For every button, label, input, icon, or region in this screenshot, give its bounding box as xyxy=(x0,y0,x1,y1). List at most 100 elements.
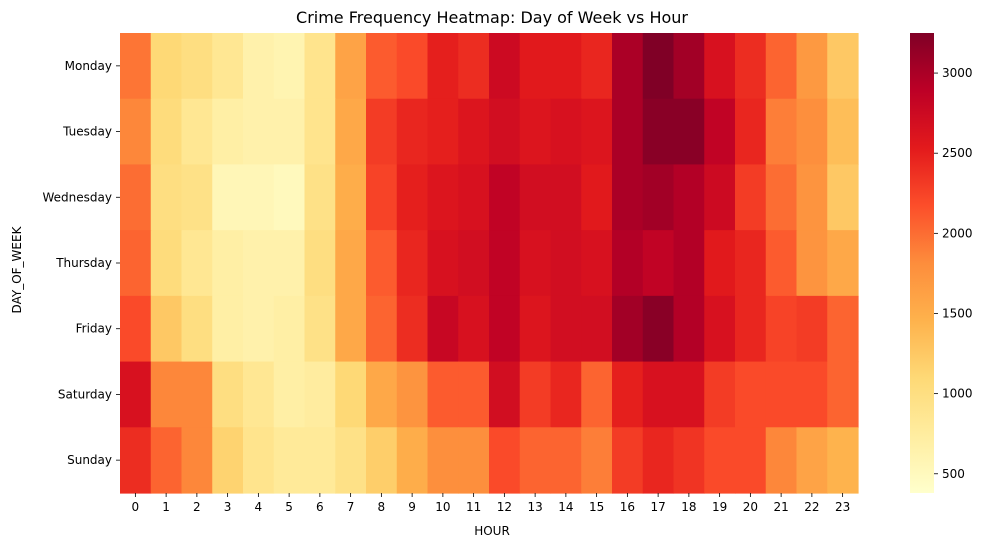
heatmap-cell xyxy=(120,427,152,494)
y-tick-label: Friday xyxy=(76,322,112,336)
heatmap-cell xyxy=(642,427,675,494)
y-tick-label: Tuesday xyxy=(62,125,112,139)
x-tick-label: 7 xyxy=(347,500,355,514)
heatmap-cell xyxy=(704,361,736,428)
heatmap-cell xyxy=(735,230,767,297)
heatmap-cell xyxy=(335,230,367,297)
heatmap-cell xyxy=(489,295,521,363)
heatmap-cell xyxy=(120,164,152,231)
heatmap-cell xyxy=(735,98,767,166)
heatmap-cell xyxy=(489,230,521,297)
heatmap-cell xyxy=(519,427,552,494)
heatmap-cell xyxy=(427,33,459,100)
heatmap-cell xyxy=(735,164,767,231)
heatmap-cell xyxy=(581,230,613,297)
colorbar-tick-label: 3000 xyxy=(942,66,973,80)
heatmap-cell xyxy=(550,361,582,428)
heatmap-cell xyxy=(366,230,398,297)
heatmap-cell xyxy=(673,361,705,428)
heatmap-cell xyxy=(519,295,552,363)
heatmap-cell xyxy=(212,98,244,166)
heatmap-cell xyxy=(704,295,736,363)
heatmap-cell xyxy=(243,98,275,166)
heatmap-cell xyxy=(181,295,213,363)
heatmap-cell xyxy=(673,98,705,166)
heatmap-cell xyxy=(796,33,828,100)
heatmap-cell xyxy=(427,427,459,494)
heatmap-cell xyxy=(427,230,459,297)
heatmap-cell xyxy=(181,33,213,100)
colorbar-gradient xyxy=(910,33,934,493)
heatmap-cell xyxy=(458,361,490,428)
heatmap-cell xyxy=(243,361,275,428)
heatmap-cell xyxy=(120,361,152,428)
heatmap-cell xyxy=(243,295,275,363)
heatmap-cell xyxy=(181,361,213,428)
heatmap-cell xyxy=(212,361,244,428)
heatmap-cell xyxy=(581,427,613,494)
heatmap-cell xyxy=(550,33,582,100)
x-tick-label: 2 xyxy=(193,500,201,514)
colorbar-tick-label: 1000 xyxy=(942,387,973,401)
x-tick-label: 5 xyxy=(285,500,293,514)
heatmap-cell xyxy=(550,295,582,363)
y-tick-label: Saturday xyxy=(58,387,112,401)
heatmap-cell xyxy=(458,427,490,494)
heatmap-cell xyxy=(427,361,459,428)
heatmap-cell xyxy=(120,98,152,166)
heatmap-cell xyxy=(304,164,336,231)
heatmap-cell xyxy=(212,295,244,363)
heatmap-cell xyxy=(396,164,429,231)
heatmap-cell xyxy=(550,164,582,231)
heatmap-cell xyxy=(396,295,429,363)
chart-title: Crime Frequency Heatmap: Day of Week vs … xyxy=(296,8,688,27)
heatmap-cell xyxy=(366,427,398,494)
x-axis: 0 1 2 3 4 5 6 7 8 9 10 11 12 13 14 15 16 17 18 19 20 21 22 23 xyxy=(132,493,850,514)
x-tick-label: 15 xyxy=(589,500,604,514)
heatmap-cell xyxy=(827,230,859,297)
heatmap-cell xyxy=(673,427,705,494)
x-tick-label: 9 xyxy=(408,500,416,514)
x-tick-label: 12 xyxy=(497,500,512,514)
heatmap-cell xyxy=(273,33,306,100)
heatmap-cell xyxy=(612,427,644,494)
heatmap-cell xyxy=(273,230,306,297)
heatmap-cell xyxy=(673,164,705,231)
heatmap-cell xyxy=(335,98,367,166)
heatmap-cell xyxy=(796,164,828,231)
heatmap-cell xyxy=(212,230,244,297)
heatmap-cell xyxy=(396,427,429,494)
y-axis: Monday Tuesday Wednesday Thursday Friday Satu… xyxy=(43,59,120,467)
heatmap-cell xyxy=(243,164,275,231)
heatmap-cell xyxy=(212,427,244,494)
heatmap-cell xyxy=(642,98,675,166)
y-tick-label: Sunday xyxy=(67,453,112,467)
heatmap-cell xyxy=(396,361,429,428)
y-axis-label: DAY_OF_WEEK xyxy=(10,225,24,313)
heatmap-cell xyxy=(581,295,613,363)
heatmap-cell xyxy=(642,164,675,231)
heatmap-cell xyxy=(489,33,521,100)
x-tick-label: 22 xyxy=(804,500,819,514)
heatmap-cell xyxy=(396,98,429,166)
heatmap-cell xyxy=(273,164,306,231)
x-axis-label: HOUR xyxy=(474,524,510,538)
heatmap-cell xyxy=(642,230,675,297)
heatmap-cell xyxy=(181,427,213,494)
heatmap-cell xyxy=(304,230,336,297)
heatmap-cell xyxy=(519,230,552,297)
heatmap-cell xyxy=(489,361,521,428)
heatmap-cell xyxy=(304,33,336,100)
heatmap-cell xyxy=(150,361,183,428)
heatmap-cell xyxy=(212,33,244,100)
heatmap-cell xyxy=(550,427,582,494)
heatmap-cell xyxy=(243,33,275,100)
heatmap-cell xyxy=(396,230,429,297)
heatmap-cell xyxy=(735,361,767,428)
x-tick-label: 23 xyxy=(835,500,850,514)
x-tick-label: 11 xyxy=(466,500,481,514)
heatmap-cell xyxy=(735,33,767,100)
heatmap-cell xyxy=(765,98,798,166)
heatmap-cell xyxy=(704,230,736,297)
